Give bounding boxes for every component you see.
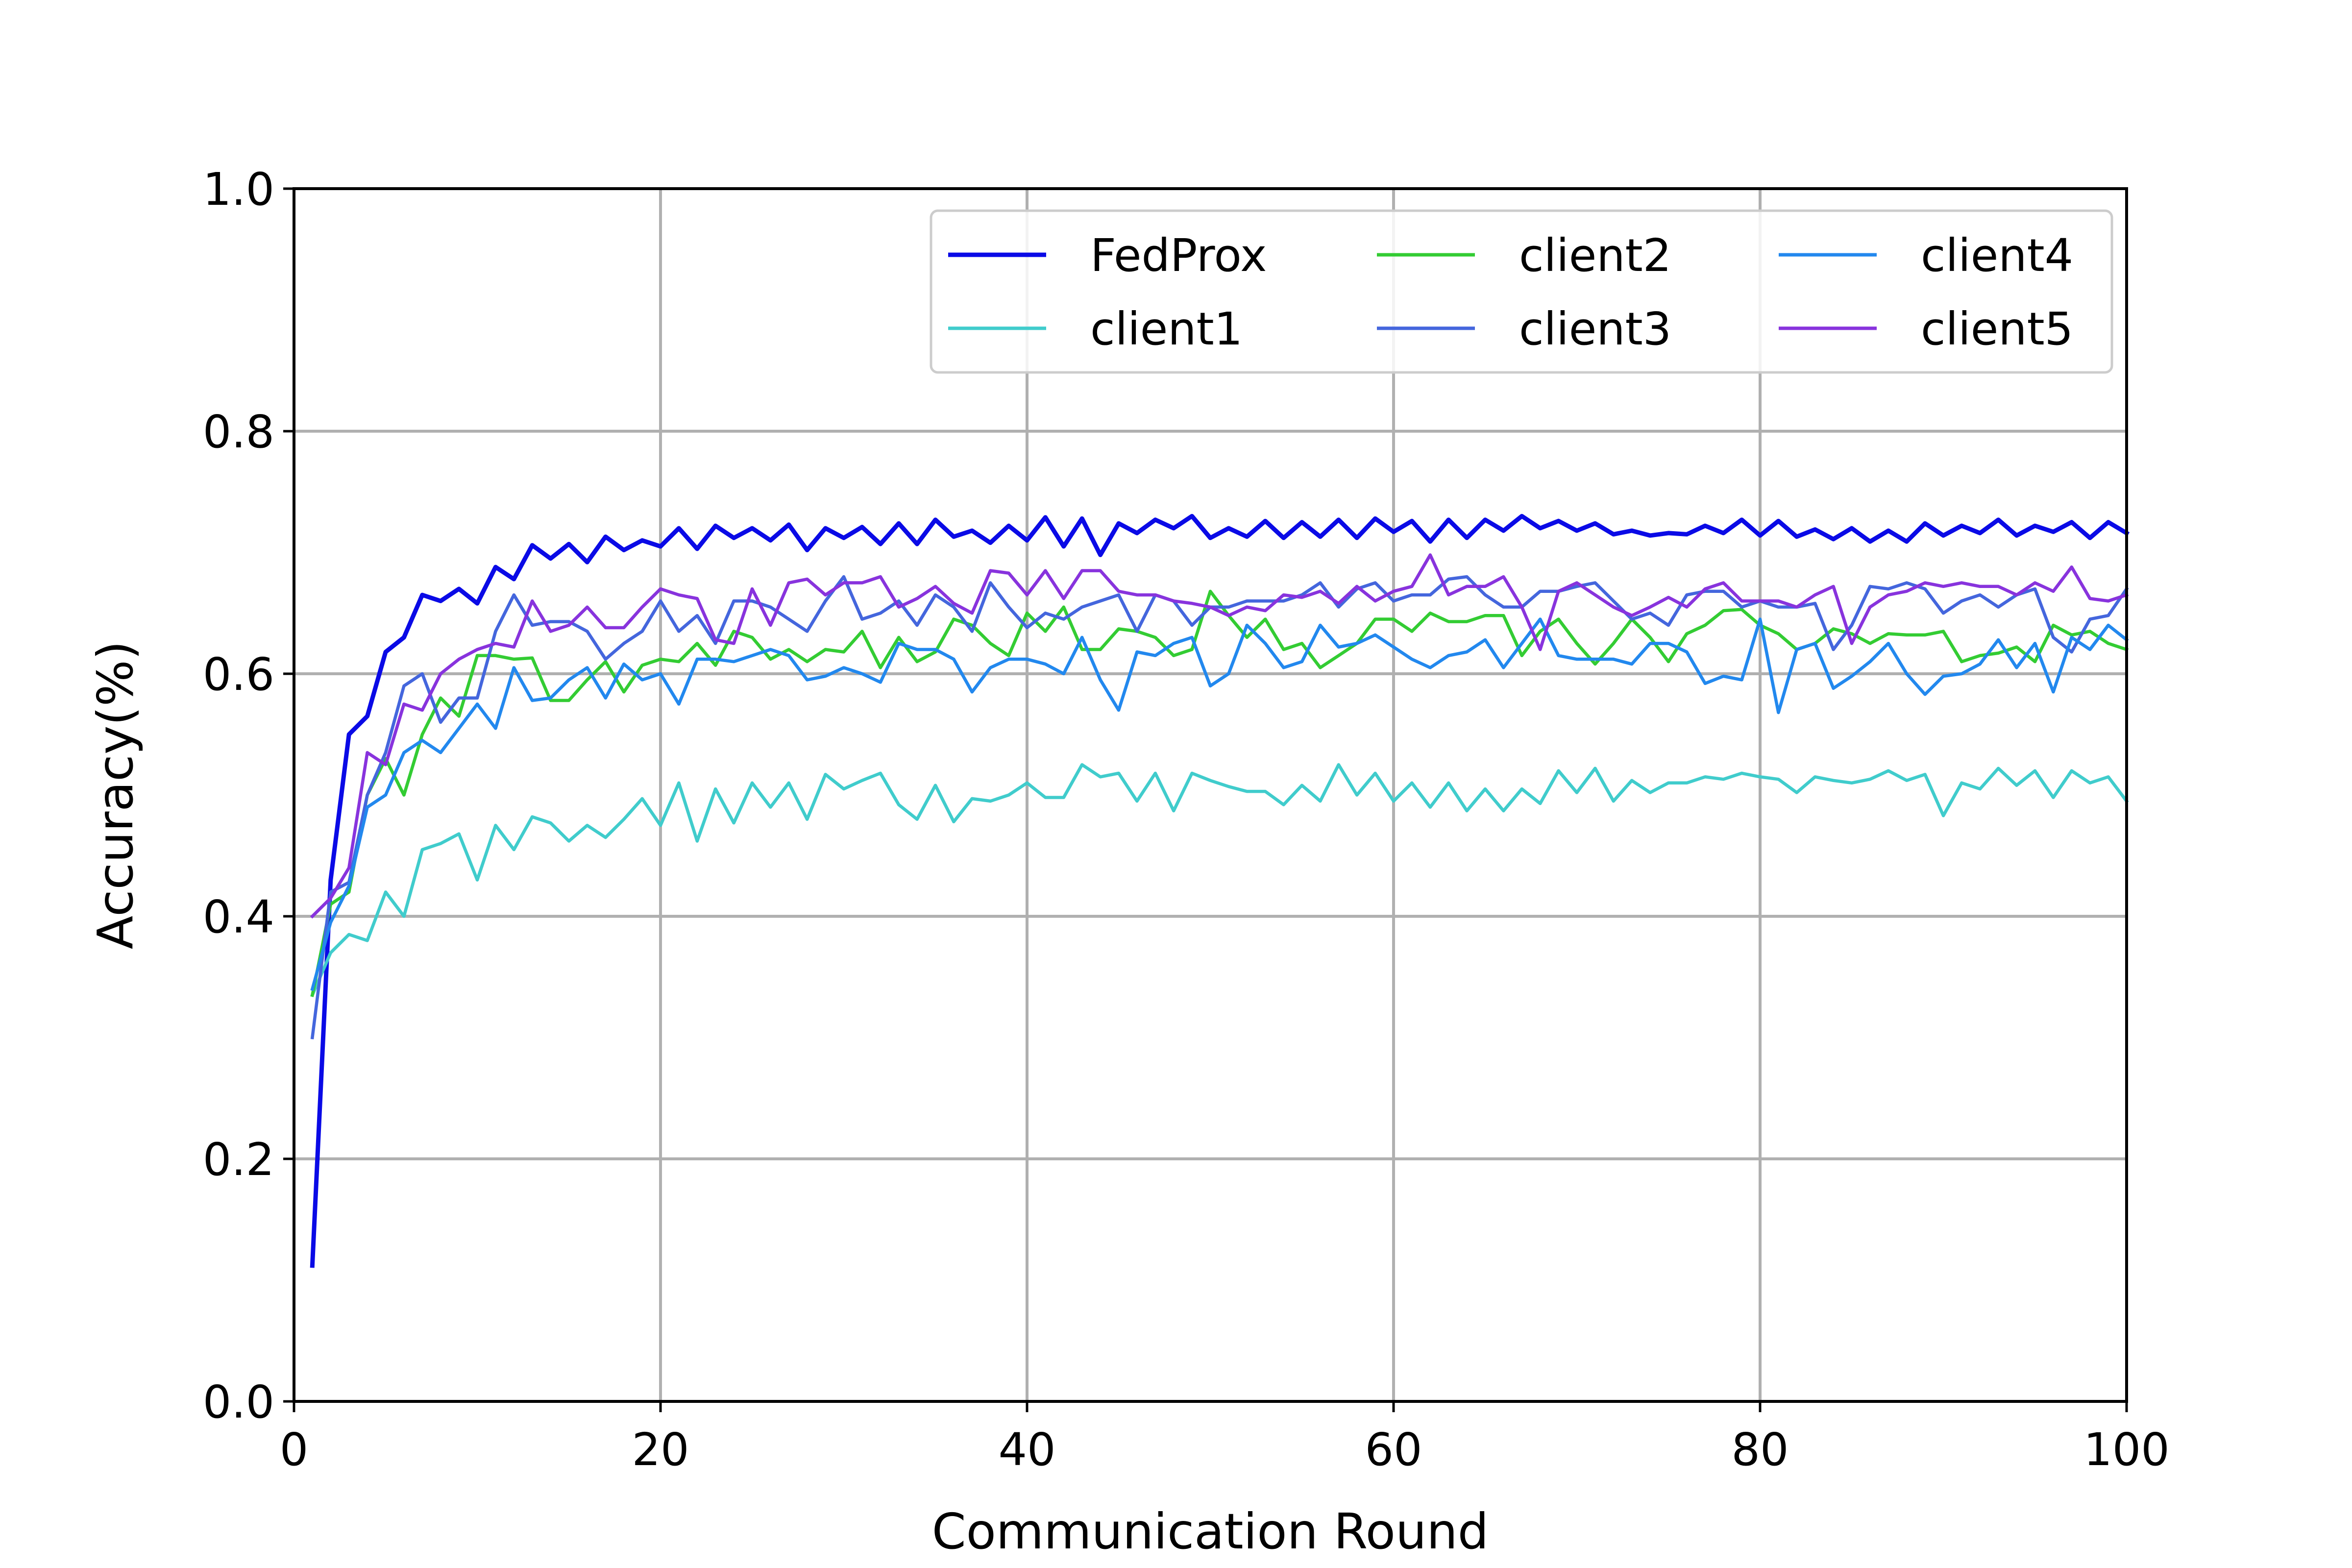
series-line-fedprox — [310, 514, 2130, 1268]
y-tick-label: 0.8 — [203, 406, 274, 458]
y-tick-label: 0.0 — [203, 1376, 274, 1428]
series-line-client4 — [310, 617, 2129, 991]
x-tick-label: 100 — [2083, 1423, 2170, 1476]
series-line-client5 — [310, 553, 2129, 919]
x-tick-label: 60 — [1365, 1423, 1422, 1476]
legend-label-client3: client3 — [1519, 303, 1671, 355]
grid-lines — [293, 187, 2128, 1403]
legend-box — [930, 209, 2113, 374]
plot-frame — [293, 187, 2128, 1403]
series-line-client3 — [310, 575, 2129, 1040]
legend: FedProx client1 client2 client3 client4 clien… — [930, 209, 2113, 374]
legend-label-client5: client5 — [1921, 303, 2073, 355]
series-line-client1 — [310, 763, 2129, 998]
x-tick-label: 40 — [998, 1423, 1055, 1476]
y-tick-label: 0.6 — [203, 648, 274, 701]
legend-label-client1: client1 — [1090, 303, 1243, 355]
y-tick-label: 1.0 — [203, 163, 274, 216]
y-tick-label: 0.2 — [203, 1133, 274, 1186]
y-axis-ticks: 0.0 0.2 0.4 0.6 0.8 1.0 — [203, 163, 294, 1428]
y-axis-label: Accuracy(%) — [87, 641, 144, 950]
legend-label-client4: client4 — [1921, 229, 2073, 282]
legend-label-client2: client2 — [1519, 229, 1671, 282]
x-axis-label: Communication Round — [932, 1503, 1489, 1560]
x-tick-label: 20 — [632, 1423, 689, 1476]
legend-label-fedprox: FedProx — [1090, 229, 1267, 282]
series-line-client2 — [310, 589, 2129, 997]
x-tick-label: 0 — [280, 1423, 309, 1476]
x-tick-label: 80 — [1731, 1423, 1788, 1476]
y-tick-label: 0.4 — [203, 891, 274, 943]
x-axis-ticks: 0 20 40 60 80 100 — [280, 1401, 2170, 1476]
series-lines — [310, 514, 2130, 1268]
